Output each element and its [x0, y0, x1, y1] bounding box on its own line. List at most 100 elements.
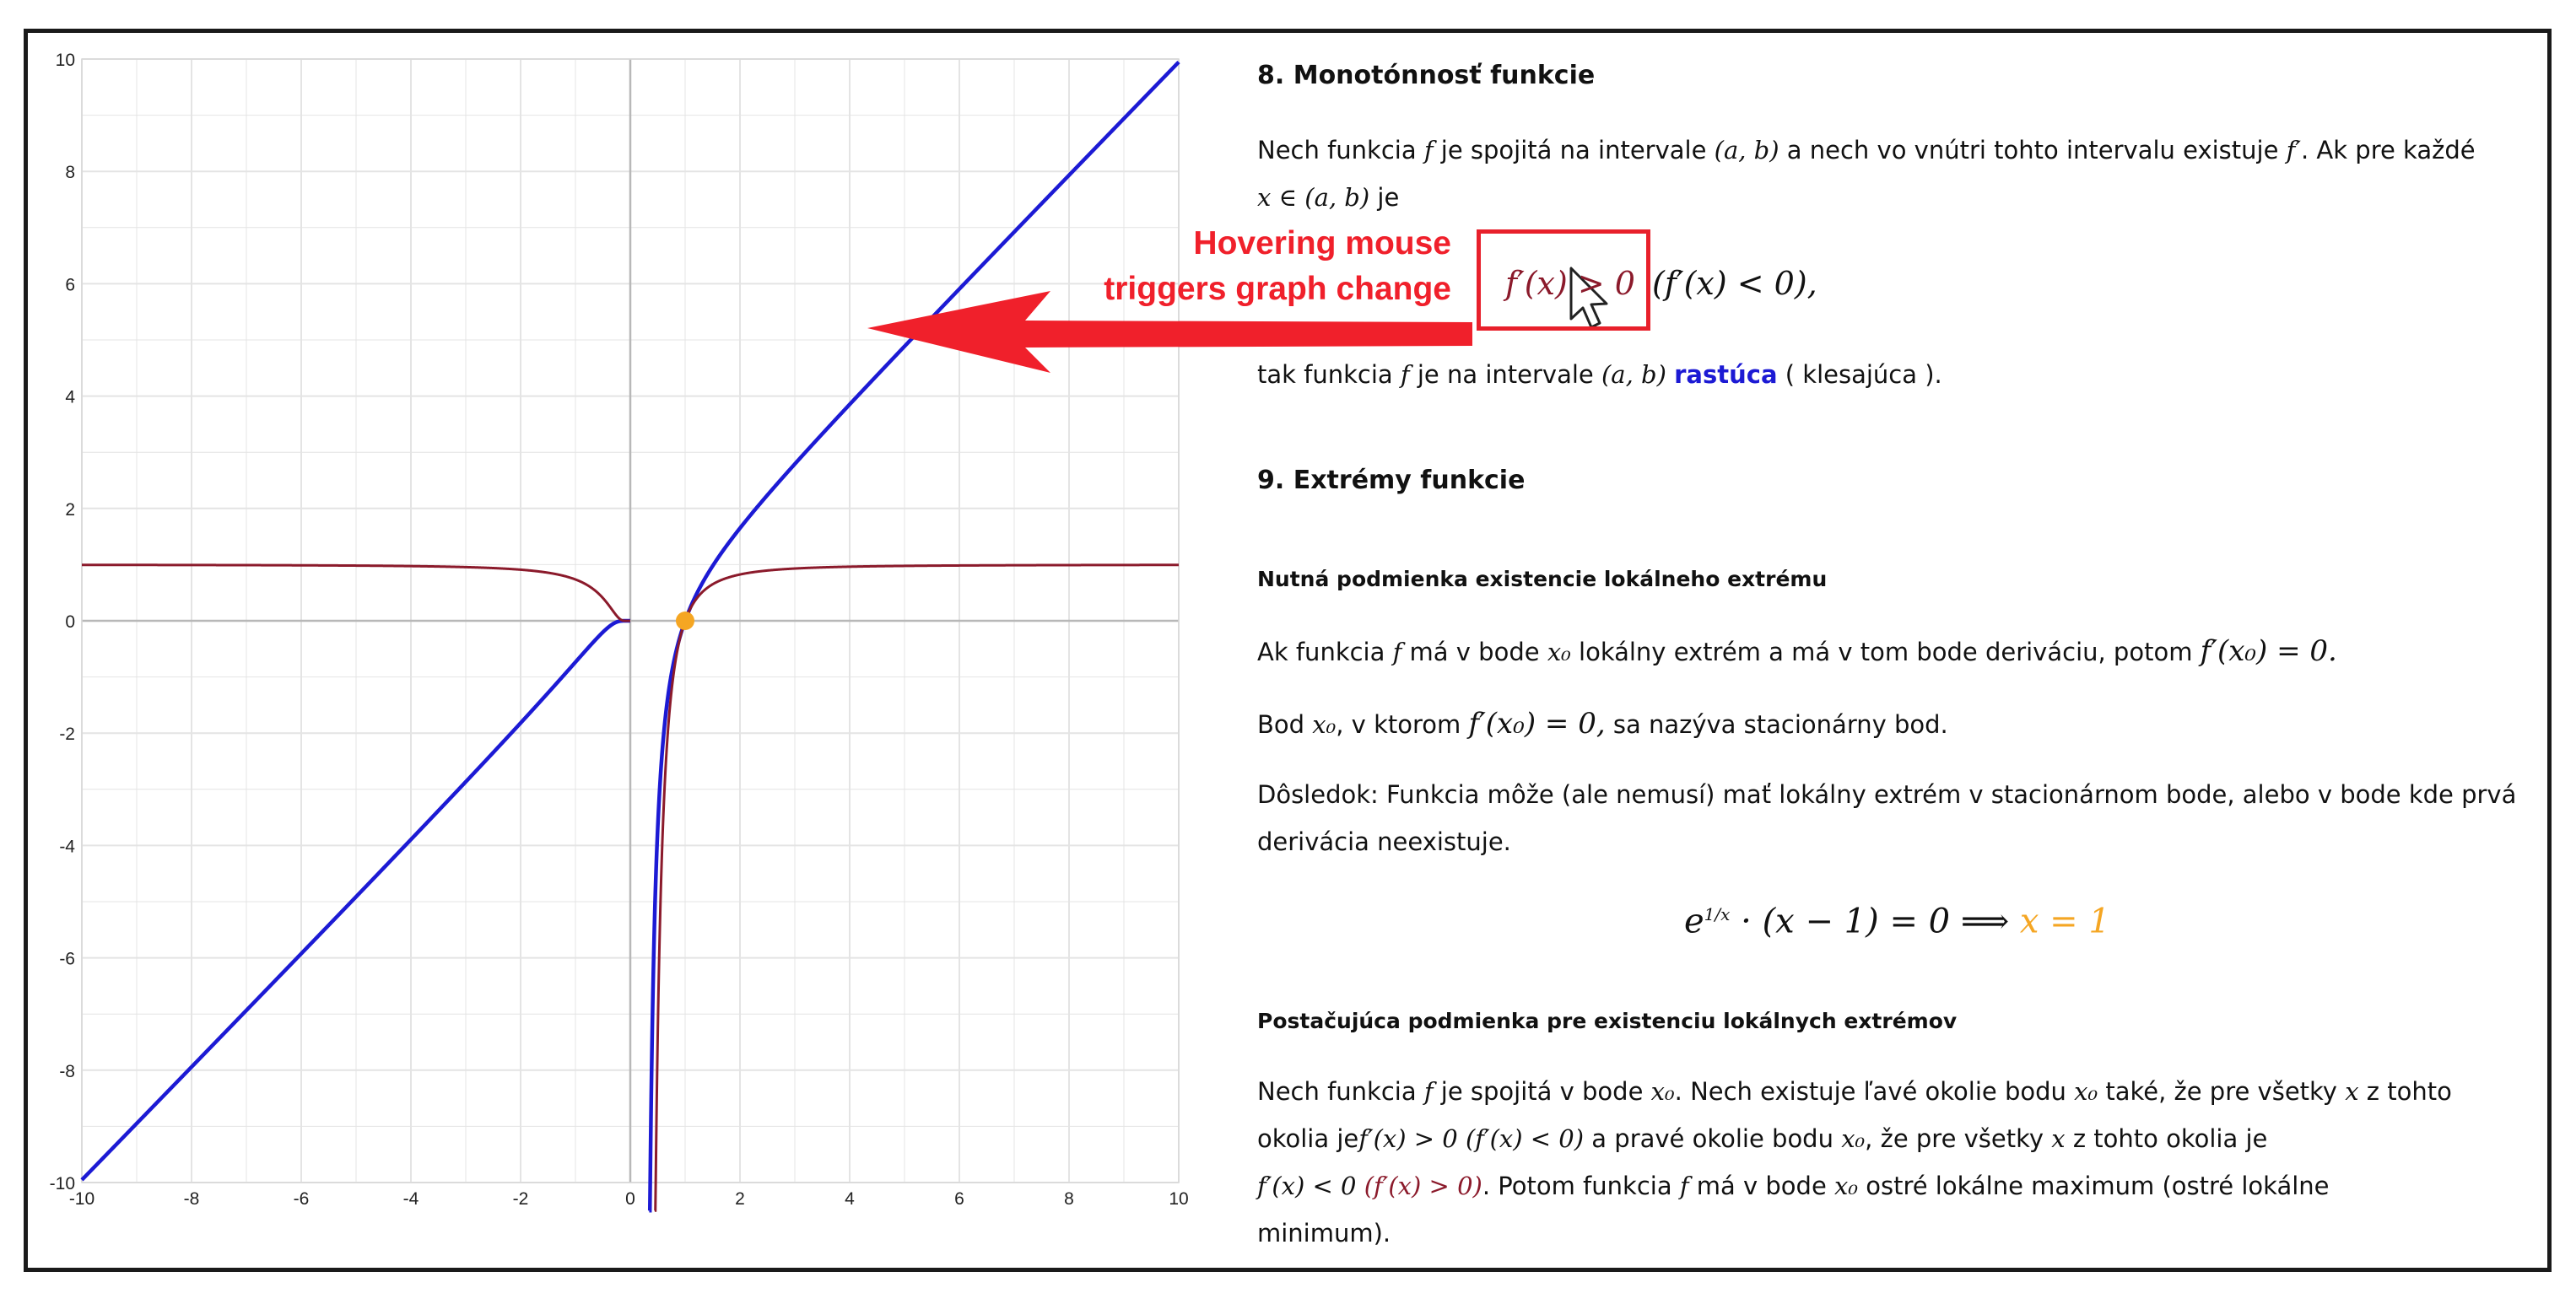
math-x0: x₀ — [1547, 638, 1571, 666]
text: má v bode — [1401, 638, 1547, 666]
section-9-paragraph-4: Nech funkcia f je spojitá v bode x₀. Nec… — [1257, 1068, 2548, 1257]
text: , že pre všetky — [1865, 1124, 2052, 1153]
section-8-title: 8. Monotónnosť funkcie — [1257, 61, 1596, 90]
x-tick-label: -2 — [513, 1189, 529, 1209]
math-eq-rest: · (x − 1) = 0 ⟹ — [1730, 902, 2020, 941]
y-tick-label: 0 — [65, 612, 75, 632]
text: Ak funkcia — [1257, 638, 1393, 666]
text: je spojitá v bode — [1433, 1077, 1651, 1106]
text: tak funkcia — [1257, 360, 1401, 389]
y-tick-label: 2 — [65, 500, 75, 520]
text-line: derivácia neexistuje. — [1257, 827, 1511, 856]
text: lokálny extrém a má v tom bode deriváciu… — [1570, 638, 2201, 666]
x-tick-label: 8 — [1064, 1189, 1074, 1209]
math-f: f — [1392, 638, 1402, 666]
x-tick-label: -8 — [184, 1189, 200, 1209]
section-8-paragraph-2: tak funkcia f je na intervale (a, b) ras… — [1257, 351, 1942, 398]
y-tick-label: -8 — [59, 1062, 75, 1081]
text: a nech vo vnútri tohto intervalu existuj… — [1779, 136, 2287, 164]
math-f: f — [1400, 360, 1410, 389]
math-x-in-interval: x ∈ (a, b) — [1257, 183, 1370, 212]
math-x: x — [2345, 1077, 2359, 1106]
y-tick-label: 8 — [65, 163, 75, 182]
stationary-point-marker — [676, 612, 694, 630]
text: ostré lokálne maximum (ostré lokálne — [1858, 1172, 2330, 1200]
x-tick-label: 4 — [845, 1189, 855, 1209]
y-tick-label: 10 — [56, 51, 75, 70]
section-8-paragraph-1: Nech funkcia f je spojitá na intervale (… — [1257, 127, 2540, 221]
text: Nech funkcia — [1257, 1077, 1424, 1106]
x-tick-label: -6 — [294, 1189, 310, 1209]
text: . Ak pre každé — [2301, 136, 2476, 164]
text-line: okolia jef′(x) > 0 (f′(x) < 0) a pravé o… — [1257, 1115, 2548, 1162]
math-solution: x = 1 — [2019, 902, 2110, 941]
text: je — [1369, 183, 1400, 212]
section-9-paragraph-3: Dôsledok: Funkcia môže (ale nemusí) mať … — [1257, 771, 2540, 865]
math-stationary-eq: f′(x₀) = 0. — [2200, 634, 2337, 668]
section-9-subtitle-necessary: Nutná podmienka existencie lokálneho ext… — [1257, 567, 1828, 591]
math-x: x — [2051, 1124, 2066, 1153]
text: . Potom funkcia — [1482, 1172, 1680, 1200]
text: , v ktorom — [1336, 710, 1469, 739]
math-condition: f′(x) < 0 — [1257, 1172, 1357, 1200]
text: . Nech existuje ľavé okolie bodu — [1674, 1077, 2075, 1106]
text: a pravé okolie bodu — [1584, 1124, 1842, 1153]
x-tick-label: -10 — [69, 1189, 95, 1209]
text: z tohto — [2358, 1077, 2452, 1106]
text-line: minimum). — [1257, 1219, 1391, 1247]
y-tick-label: 6 — [65, 275, 75, 294]
rastuca-link[interactable]: rastúca — [1674, 360, 1778, 389]
text: ( klesajúca ). — [1777, 360, 1942, 389]
text: okolia je — [1257, 1124, 1359, 1153]
x-tick-label: 6 — [954, 1189, 964, 1209]
annotation-label: Hovering mouse triggers graph change — [1038, 221, 1451, 312]
math-interval: (a, b) — [1714, 136, 1779, 164]
math-f: f — [1679, 1172, 1689, 1200]
derivative-curve — [82, 563, 1179, 1212]
math-e: e — [1684, 902, 1704, 941]
y-tick-label: -4 — [59, 837, 75, 856]
graph-tick-labels: -10 -8 -6 -4 -2 0 2 4 6 8 10 10 8 6 4 2 0 -2 -4 -6 -8 -10 — [50, 51, 1189, 1209]
section-9-subtitle-sufficient: Postačujúca podmienka pre existenciu lok… — [1257, 1009, 1958, 1033]
text: Nech funkcia — [1257, 136, 1424, 164]
section-9-paragraph-1: Ak funkcia f má v bode x₀ lokálny extrém… — [1257, 628, 2337, 676]
math-condition-hover[interactable]: (f′(x) > 0) — [1364, 1172, 1482, 1200]
x-tick-label: -4 — [403, 1189, 419, 1209]
annotation-label-line2: triggers graph change — [1104, 271, 1451, 307]
mouse-cursor-icon — [1569, 267, 1608, 329]
x-tick-label: 0 — [625, 1189, 635, 1209]
math-x0: x₀ — [1312, 710, 1337, 739]
annotation-label-line1: Hovering mouse — [1193, 225, 1451, 261]
text: má v bode — [1688, 1172, 1835, 1200]
x-tick-label: 10 — [1169, 1189, 1188, 1209]
math-exponent: 1/x — [1704, 904, 1731, 924]
graph-axes — [81, 58, 1180, 1183]
section-9-paragraph-2: Bod x₀, v ktorom f′(x₀) = 0, sa nazýva s… — [1257, 700, 1948, 748]
text-line: Dôsledok: Funkcia môže (ale nemusí) mať … — [1257, 780, 2517, 809]
hover-highlight-box — [1477, 229, 1650, 331]
app-frame — [24, 29, 2552, 1272]
hover-condition-increasing[interactable]: f′(x) > 0 — [1505, 265, 1635, 302]
y-tick-label: -2 — [59, 725, 75, 744]
math-f: f — [1423, 1077, 1434, 1106]
text-line: f′(x) < 0 (f′(x) > 0). Potom funkcia f m… — [1257, 1162, 2548, 1210]
text-line: Nech funkcia f je spojitá v bode x₀. Nec… — [1257, 1068, 2548, 1115]
section-8-condition: f′(x) > 0 (f′(x) < 0), — [1505, 260, 1817, 307]
math-x0: x₀ — [1841, 1124, 1866, 1153]
x-tick-label: 2 — [735, 1189, 745, 1209]
section-9-equation: e1/x · (x − 1) = 0 ⟹ x = 1 — [1684, 891, 2110, 945]
text: sa nazýva stacionárny bod. — [1605, 710, 1948, 739]
math-f: f — [1423, 136, 1434, 164]
text: Bod — [1257, 710, 1313, 739]
math-condition: f′(x) > 0 (f′(x) < 0) — [1358, 1124, 1585, 1153]
y-tick-label: 4 — [65, 388, 75, 407]
text: z tohto okolia je — [2065, 1124, 2268, 1153]
y-tick-label: -6 — [59, 950, 75, 969]
math-interval: (a, b) — [1601, 360, 1666, 389]
condition-decreasing[interactable]: (f′(x) < 0), — [1652, 265, 1817, 302]
text: je na intervale — [1409, 360, 1601, 389]
section-9-title: 9. Extrémy funkcie — [1257, 466, 1526, 495]
math-x0: x₀ — [1650, 1077, 1675, 1106]
